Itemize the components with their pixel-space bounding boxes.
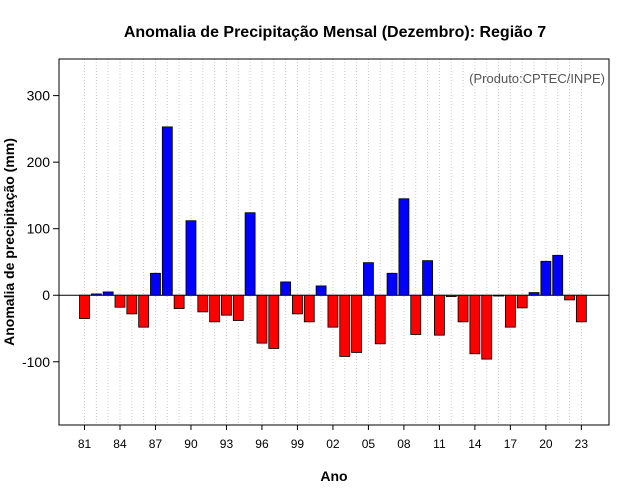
bar-1992 (209, 294, 221, 323)
bar-2010 (422, 260, 433, 296)
y-axis-label: Anomalia de precipitação (mm) (1, 138, 17, 346)
bar-1981 (79, 294, 90, 319)
gridlines (84, 59, 582, 425)
x-tick-label: 96 (255, 437, 269, 451)
chart-title: Anomalia de Precipitação Mensal (Dezembr… (124, 24, 546, 41)
x-tick-label: 23 (575, 437, 589, 451)
x-tick-label: 93 (220, 437, 234, 451)
bar-1997 (268, 294, 280, 349)
y-tick-label: 0 (42, 287, 50, 303)
x-axis-ticks: 81 84 87 90 93 96 99 02 05 08 11 14 17 20 23 (78, 425, 589, 451)
x-tick-label: 08 (397, 437, 411, 451)
y-axis-ticks: -100 0 100 200 300 (22, 88, 59, 370)
bar-1990 (185, 220, 197, 296)
bar-2007 (386, 272, 398, 296)
x-tick-label: 87 (149, 437, 163, 451)
plot-frame (58, 58, 610, 426)
x-tick-label: 84 (113, 437, 127, 451)
bar-2001 (315, 285, 327, 296)
x-tick-label: 90 (184, 437, 198, 451)
source-credit: (Produto:CPTEC/INPE) (469, 71, 605, 86)
bar-2016 (493, 294, 504, 297)
bar-2006 (374, 294, 386, 345)
bar-1993 (221, 294, 232, 316)
x-axis-label: Ano (320, 468, 347, 484)
bar-2021 (552, 254, 564, 296)
y-tick-label: -100 (22, 354, 50, 370)
bar-2004 (351, 294, 362, 353)
y-tick-label: 100 (27, 221, 51, 237)
bar-1996 (256, 294, 268, 344)
bar-2000 (303, 294, 315, 323)
bar-1986 (138, 294, 150, 328)
x-tick-label: 17 (504, 437, 518, 451)
bar-2002 (327, 294, 339, 328)
bar-2020 (540, 260, 552, 296)
bar-2012 (445, 294, 457, 297)
x-tick-label: 81 (78, 437, 92, 451)
bars (79, 126, 587, 360)
bar-2015 (481, 294, 493, 360)
x-tick-label: 99 (291, 437, 305, 451)
bar-1982 (90, 293, 102, 296)
bar-1994 (232, 294, 244, 321)
y-tick-label: 300 (27, 88, 51, 104)
bar-2018 (516, 294, 528, 309)
bar-2005 (363, 262, 374, 296)
bar-2011 (433, 294, 445, 336)
bar-1984 (114, 294, 126, 308)
bar-2017 (504, 294, 516, 328)
bar-2019 (528, 292, 540, 296)
x-tick-label: 02 (326, 437, 340, 451)
x-tick-label: 11 (433, 437, 446, 451)
bar-1987 (150, 272, 161, 296)
bar-1998 (280, 281, 292, 296)
bar-2023 (575, 294, 587, 323)
x-tick-label: 20 (539, 437, 553, 451)
bar-2022 (564, 294, 575, 301)
bar-1999 (292, 294, 303, 315)
bar-2014 (469, 294, 481, 355)
x-tick-label: 05 (362, 437, 376, 451)
x-tick-label: 14 (468, 437, 482, 451)
bar-2008 (398, 198, 410, 296)
bar-2013 (457, 294, 469, 323)
bar-1995 (244, 212, 256, 296)
bar-1983 (102, 291, 114, 296)
bar-1988 (161, 126, 173, 296)
bar-2003 (339, 294, 351, 357)
bar-1991 (197, 294, 209, 313)
bar-1985 (126, 294, 138, 315)
y-tick-label: 200 (27, 154, 51, 170)
bar-2009 (410, 294, 422, 335)
bar-1989 (173, 294, 185, 309)
